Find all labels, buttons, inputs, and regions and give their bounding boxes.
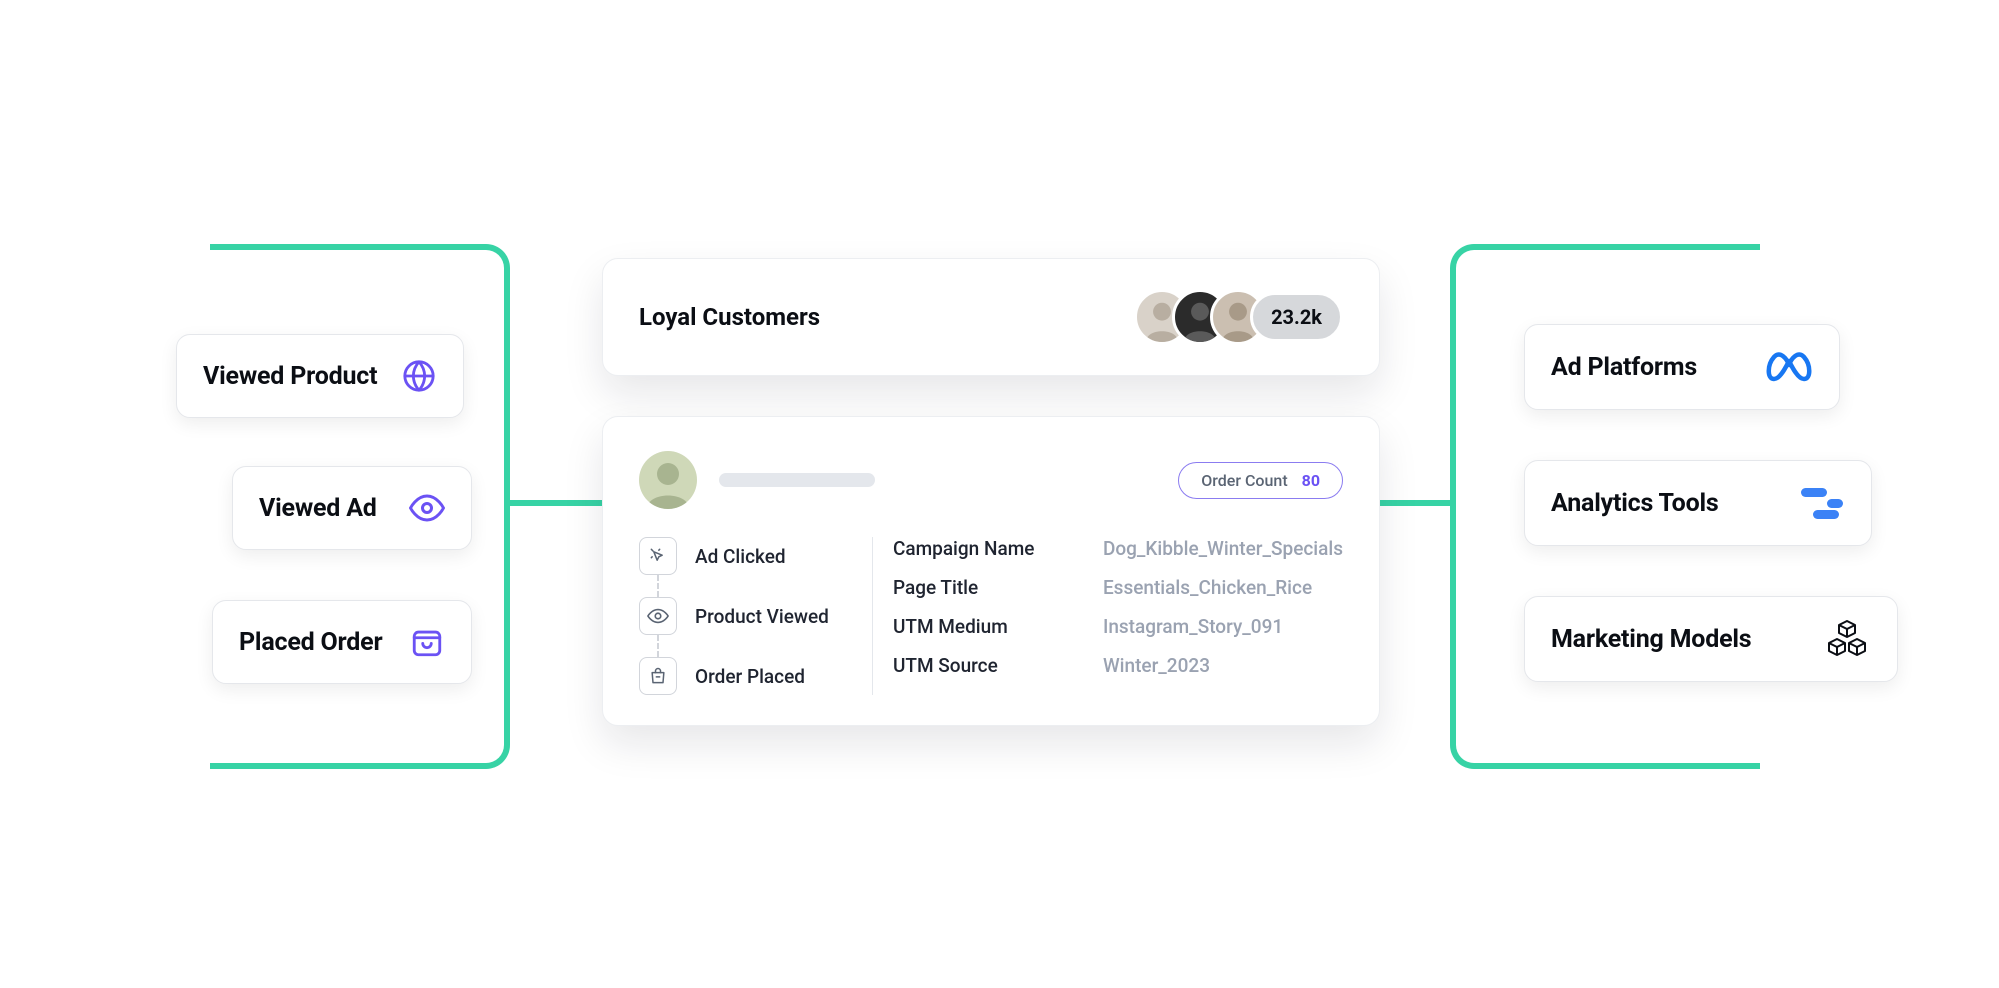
event-label: Viewed Product (203, 362, 377, 391)
campaign-meta-grid: Campaign Name Dog_Kibble_Winter_Specials… (893, 537, 1343, 695)
timeline-label: Product Viewed (695, 605, 829, 628)
cubes-icon (1823, 619, 1871, 659)
globe-icon (401, 358, 437, 394)
profile-avatar (639, 451, 697, 509)
dest-label: Ad Platforms (1551, 353, 1697, 382)
vertical-divider (872, 537, 873, 695)
dest-pill-ad-platforms: Ad Platforms (1524, 324, 1840, 410)
eye-icon (409, 490, 445, 526)
event-label: Placed Order (239, 628, 382, 657)
name-placeholder (719, 473, 875, 487)
dest-label: Marketing Models (1551, 625, 1751, 654)
loyal-customers-card: Loyal Customers 23.2k (602, 258, 1380, 376)
shop-bag-icon (639, 657, 677, 695)
loyal-title: Loyal Customers (639, 303, 820, 331)
event-pill-viewed-ad: Viewed Ad (232, 466, 472, 550)
detail-body: Ad Clicked Product Viewed (639, 537, 1343, 695)
event-pill-placed-order: Placed Order (212, 600, 472, 684)
order-count-value: 80 (1302, 471, 1320, 490)
meta-key: UTM Source (893, 654, 1093, 677)
timeline-label: Ad Clicked (695, 545, 786, 568)
meta-value: Essentials_Chicken_Rice (1103, 576, 1343, 599)
meta-key: Campaign Name (893, 537, 1093, 560)
event-label: Viewed Ad (259, 494, 377, 523)
bag-icon (409, 624, 445, 660)
event-pill-viewed-product: Viewed Product (176, 334, 464, 418)
customer-count-badge: 23.2k (1250, 292, 1343, 342)
meta-value: Dog_Kibble_Winter_Specials (1103, 537, 1343, 560)
center-panel: Loyal Customers 23.2k (602, 258, 1380, 726)
dest-label: Analytics Tools (1551, 489, 1719, 518)
timeline-label: Order Placed (695, 665, 805, 688)
meta-value: Instagram_Story_091 (1103, 615, 1343, 638)
meta-icon (1765, 347, 1813, 387)
customer-count: 23.2k (1271, 305, 1322, 329)
dest-pill-analytics-tools: Analytics Tools (1524, 460, 1872, 546)
analytics-icon (1797, 483, 1845, 523)
diagram-canvas: Viewed Product Viewed Ad Placed Order (0, 0, 1999, 988)
order-count-label: Order Count (1201, 471, 1287, 490)
detail-header: Order Count 80 (639, 451, 1343, 509)
cursor-click-icon (639, 537, 677, 575)
customer-detail-card: Order Count 80 Ad Clic (602, 416, 1380, 726)
dest-pill-marketing-models: Marketing Models (1524, 596, 1898, 682)
timeline-row: Order Placed (639, 657, 872, 695)
timeline-row: Product Viewed (639, 597, 872, 635)
event-timeline: Ad Clicked Product Viewed (639, 537, 872, 695)
timeline-row: Ad Clicked (639, 537, 872, 575)
order-count-badge: Order Count 80 (1178, 462, 1343, 499)
right-connector-line (1370, 500, 1456, 506)
meta-key: UTM Medium (893, 615, 1093, 638)
meta-key: Page Title (893, 576, 1093, 599)
meta-value: Winter_2023 (1103, 654, 1343, 677)
eye-icon (639, 597, 677, 635)
avatar-group: 23.2k (1134, 289, 1343, 345)
